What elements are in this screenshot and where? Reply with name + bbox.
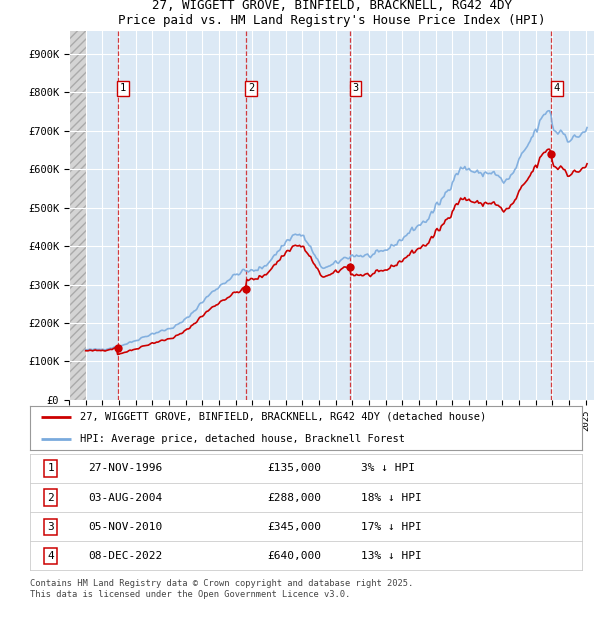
Text: Contains HM Land Registry data © Crown copyright and database right 2025.
This d: Contains HM Land Registry data © Crown c… [30, 579, 413, 598]
Text: 3: 3 [47, 521, 55, 532]
Text: 13% ↓ HPI: 13% ↓ HPI [361, 551, 422, 561]
Text: 3: 3 [352, 83, 358, 93]
Text: 27-NOV-1996: 27-NOV-1996 [88, 463, 162, 474]
Text: 05-NOV-2010: 05-NOV-2010 [88, 521, 162, 532]
Text: £640,000: £640,000 [268, 551, 322, 561]
Text: 2: 2 [47, 492, 55, 503]
Text: HPI: Average price, detached house, Bracknell Forest: HPI: Average price, detached house, Brac… [80, 433, 404, 444]
Text: £135,000: £135,000 [268, 463, 322, 474]
Text: 3% ↓ HPI: 3% ↓ HPI [361, 463, 415, 474]
Text: 03-AUG-2004: 03-AUG-2004 [88, 492, 162, 503]
Bar [69, 31, 86, 400]
Text: 1: 1 [47, 463, 55, 474]
Text: 18% ↓ HPI: 18% ↓ HPI [361, 492, 422, 503]
Text: £345,000: £345,000 [268, 521, 322, 532]
Text: 27, WIGGETT GROVE, BINFIELD, BRACKNELL, RG42 4DY (detached house): 27, WIGGETT GROVE, BINFIELD, BRACKNELL, … [80, 412, 486, 422]
Text: 1: 1 [120, 83, 126, 93]
Text: 4: 4 [554, 83, 560, 93]
Title: 27, WIGGETT GROVE, BINFIELD, BRACKNELL, RG42 4DY
Price paid vs. HM Land Registry: 27, WIGGETT GROVE, BINFIELD, BRACKNELL, … [118, 0, 545, 27]
Text: £288,000: £288,000 [268, 492, 322, 503]
Text: 17% ↓ HPI: 17% ↓ HPI [361, 521, 422, 532]
Text: 2: 2 [248, 83, 254, 93]
Text: 4: 4 [47, 551, 55, 561]
Text: 08-DEC-2022: 08-DEC-2022 [88, 551, 162, 561]
